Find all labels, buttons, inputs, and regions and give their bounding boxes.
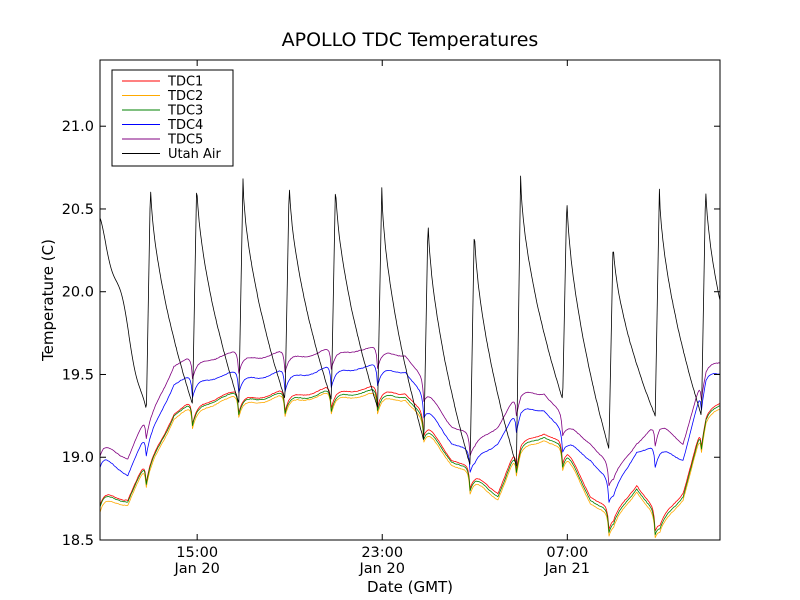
- x-tick-label-date-1: Jan 20: [359, 561, 405, 577]
- series-tdc2: [100, 392, 720, 539]
- series-tdc4: [100, 364, 720, 503]
- x-tick-label-time-0: 15:00: [176, 545, 218, 561]
- legend-label-3: TDC4: [167, 118, 203, 133]
- legend-label-5: Utah Air: [168, 147, 221, 162]
- legend-label-2: TDC3: [167, 104, 203, 119]
- legend-label-0: TDC1: [167, 75, 203, 90]
- x-tick-label-date-0: Jan 20: [173, 561, 219, 577]
- x-axis-title: Date (GMT): [367, 578, 453, 596]
- legend-box: [111, 69, 234, 167]
- y-tick-label-1: 19.0: [62, 450, 94, 466]
- series-layer: [100, 175, 720, 539]
- x-tick-label-time-2: 07:00: [546, 545, 588, 561]
- y-tick-label-0: 18.5: [62, 533, 94, 549]
- chart-title: APOLLO TDC Temperatures: [282, 29, 539, 51]
- y-tick-label-3: 20.0: [62, 285, 94, 301]
- plot-frame: [99, 59, 721, 541]
- series-tdc5: [100, 347, 720, 487]
- series-utah-air: [100, 175, 720, 467]
- series-tdc1: [100, 385, 720, 532]
- series-tdc3: [100, 389, 720, 536]
- y-tick-label-5: 21.0: [62, 119, 94, 135]
- y-tick-label-4: 20.5: [62, 202, 94, 218]
- x-tick-label-date-2: Jan 21: [544, 561, 590, 577]
- y-axis-title: Temperature (C): [39, 239, 57, 362]
- legend-label-4: TDC5: [167, 133, 203, 148]
- y-tick-label-2: 19.5: [62, 367, 94, 383]
- legend-label-1: TDC2: [167, 89, 203, 104]
- x-tick-label-time-1: 23:00: [361, 545, 403, 561]
